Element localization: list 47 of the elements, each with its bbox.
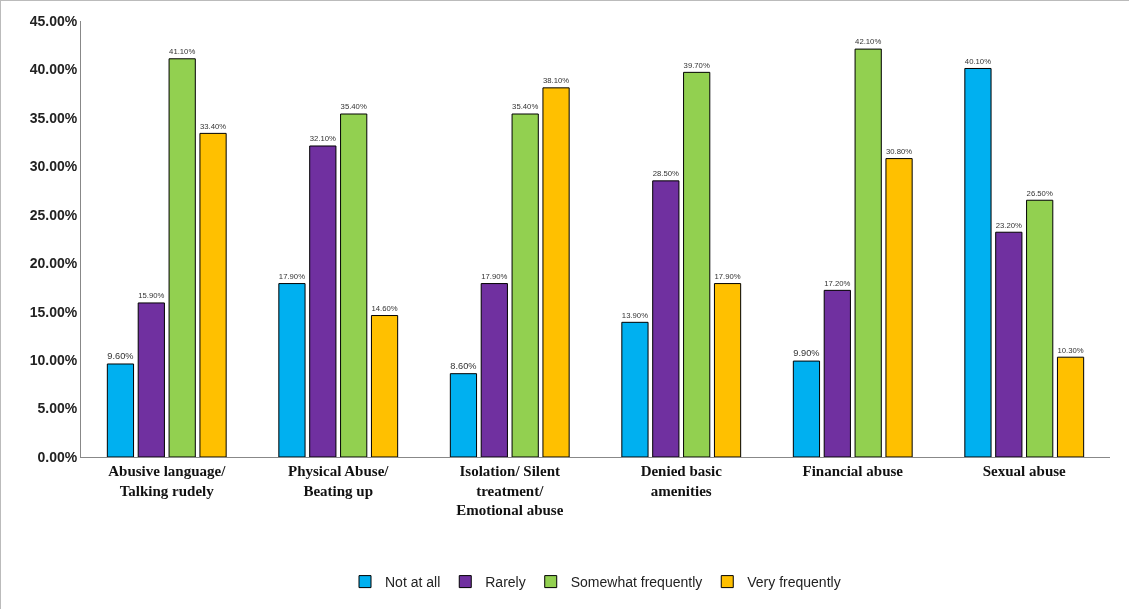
bar xyxy=(683,71,711,457)
x-tick-label: Sexual abuse xyxy=(982,463,1067,479)
bar xyxy=(309,145,337,457)
bar xyxy=(823,289,851,457)
data-label: 9.60% xyxy=(107,351,134,362)
bar xyxy=(854,48,882,457)
x-tick-label: Financial abuse xyxy=(802,463,904,479)
bar xyxy=(542,87,570,457)
bar xyxy=(106,363,135,457)
bar xyxy=(713,283,742,457)
y-tick-label: 40.00% xyxy=(29,61,78,78)
y-tick-label: 5.00% xyxy=(37,400,78,417)
y-tick-label: 30.00% xyxy=(29,158,78,175)
y-tick-label: 20.00% xyxy=(29,255,78,272)
bar xyxy=(995,231,1023,457)
bar xyxy=(370,315,399,457)
bar xyxy=(964,67,992,457)
data-label: 9.90% xyxy=(793,348,820,359)
bar xyxy=(480,283,508,457)
bar xyxy=(511,113,539,457)
bar xyxy=(652,180,680,457)
bar xyxy=(340,113,368,457)
x-tick-label: Isolation/ Silent treatment/ Emotional abuse xyxy=(456,463,564,518)
legend-label: Very frequently xyxy=(747,574,841,591)
y-tick-label: 35.00% xyxy=(29,109,78,126)
bar xyxy=(278,283,306,457)
x-tick-label: Physical Abuse/ Beating up xyxy=(288,463,390,499)
y-tick-label: 0.00% xyxy=(37,448,78,465)
bar xyxy=(621,321,649,457)
y-tick-label: 25.00% xyxy=(29,206,78,223)
bar xyxy=(168,58,196,457)
bar xyxy=(199,132,227,457)
bar xyxy=(449,373,478,457)
bar xyxy=(792,360,821,457)
bar xyxy=(885,158,913,457)
legend-label: Somewhat frequently xyxy=(570,574,703,591)
bar xyxy=(1056,356,1085,457)
y-tick-label: 10.00% xyxy=(29,352,78,369)
legend-label: Not at all xyxy=(385,574,441,591)
legend-label: Rarely xyxy=(485,574,526,591)
data-label: 8.60% xyxy=(450,360,477,371)
bar xyxy=(1026,199,1054,457)
x-tick-label: Denied basic amenities xyxy=(640,463,723,499)
y-tick-label: 45.00% xyxy=(29,12,78,29)
x-tick-label: Abusive language/ Talking rudely xyxy=(108,463,227,499)
bar xyxy=(137,302,165,457)
y-tick-label: 15.00% xyxy=(29,303,78,320)
